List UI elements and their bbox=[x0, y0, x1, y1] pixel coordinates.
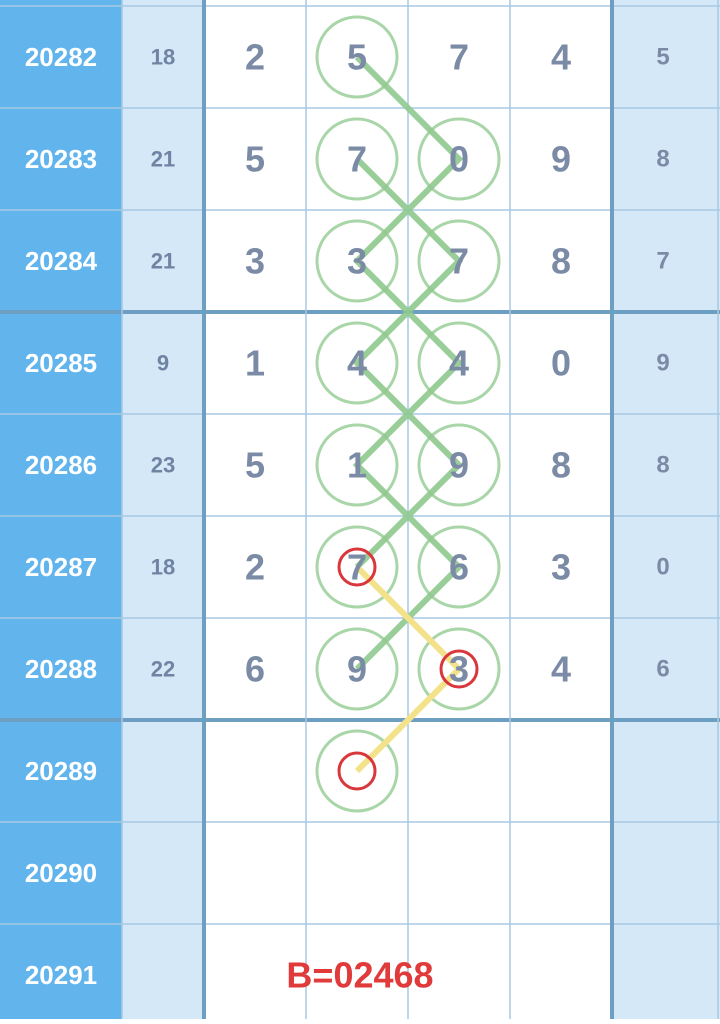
last-digit: 7 bbox=[656, 248, 669, 275]
last-column-bg bbox=[612, 0, 720, 1019]
pick-circles bbox=[315, 15, 501, 813]
last-digit: 8 bbox=[656, 452, 669, 479]
highlight-circles bbox=[337, 547, 479, 791]
issue-column-bg bbox=[0, 0, 122, 1019]
sum-value: 21 bbox=[151, 147, 175, 172]
digit: 8 bbox=[551, 241, 571, 282]
issue-number: 20287 bbox=[25, 552, 97, 582]
digit: 3 bbox=[551, 547, 571, 588]
digit: 2 bbox=[245, 37, 265, 78]
digit: 7 bbox=[449, 241, 469, 282]
digit: 5 bbox=[245, 139, 265, 180]
digit: 5 bbox=[347, 37, 367, 78]
digit: 8 bbox=[551, 445, 571, 486]
last-digit: 0 bbox=[656, 554, 669, 581]
sum-value: 21 bbox=[151, 249, 175, 274]
digit: 0 bbox=[449, 139, 469, 180]
digit: 9 bbox=[551, 139, 571, 180]
sum-value: 23 bbox=[151, 453, 175, 478]
digit: 7 bbox=[449, 37, 469, 78]
digit: 9 bbox=[347, 649, 367, 690]
digit: 9 bbox=[449, 445, 469, 486]
last-digit: 6 bbox=[656, 656, 669, 683]
digit: 2 bbox=[245, 547, 265, 588]
last-digit: 9 bbox=[656, 350, 669, 377]
sum-column-bg bbox=[122, 0, 204, 1019]
digit: 1 bbox=[245, 343, 265, 384]
sum-value: 18 bbox=[151, 45, 175, 70]
trend-lines bbox=[352, 54, 464, 672]
issue-number: 20286 bbox=[25, 450, 97, 480]
issue-number: 20289 bbox=[25, 756, 97, 786]
digit: 4 bbox=[551, 649, 571, 690]
issue-number: 20285 bbox=[25, 348, 97, 378]
digit: 1 bbox=[347, 445, 367, 486]
digit: 5 bbox=[245, 445, 265, 486]
digit: 4 bbox=[551, 37, 571, 78]
digit: 3 bbox=[245, 241, 265, 282]
last-digit: 8 bbox=[656, 146, 669, 173]
footer-text: B=02468 bbox=[286, 955, 433, 996]
sum-value: 18 bbox=[151, 555, 175, 580]
digit: 0 bbox=[551, 343, 571, 384]
forecast-line bbox=[354, 564, 464, 774]
issue-number: 20284 bbox=[25, 246, 98, 276]
issue-number: 20290 bbox=[25, 858, 97, 888]
last-digit: 5 bbox=[656, 44, 669, 71]
digit: 3 bbox=[449, 649, 469, 690]
issue-number: 20291 bbox=[25, 960, 97, 990]
trend-overlay bbox=[315, 15, 501, 813]
issue-number: 20283 bbox=[25, 144, 97, 174]
digit: 6 bbox=[245, 649, 265, 690]
issue-number: 20288 bbox=[25, 654, 97, 684]
issue-number: 20282 bbox=[25, 42, 97, 72]
sum-value: 9 bbox=[157, 351, 169, 376]
digit: 3 bbox=[347, 241, 367, 282]
sum-value: 22 bbox=[151, 657, 175, 682]
digit: 4 bbox=[449, 343, 469, 384]
digit: 7 bbox=[347, 139, 367, 180]
digit: 6 bbox=[449, 547, 469, 588]
digit: 7 bbox=[347, 547, 367, 588]
digit: 4 bbox=[347, 343, 367, 384]
